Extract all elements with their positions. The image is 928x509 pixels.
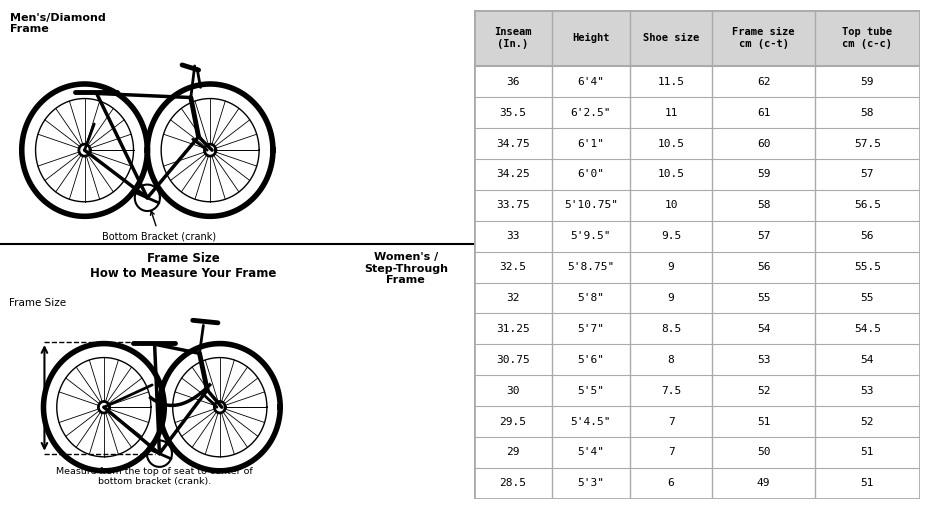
Text: 51: 51	[859, 478, 873, 488]
Text: 9: 9	[667, 262, 674, 272]
Text: 31.25: 31.25	[496, 324, 529, 334]
Text: Bottom Bracket (crank): Bottom Bracket (crank)	[102, 211, 216, 241]
Text: 59: 59	[756, 169, 769, 180]
Text: 5'9.5": 5'9.5"	[570, 231, 611, 241]
Text: 6'1": 6'1"	[576, 138, 604, 149]
Text: 6'2.5": 6'2.5"	[570, 108, 611, 118]
Text: 50: 50	[756, 447, 769, 458]
Text: 9.5: 9.5	[661, 231, 680, 241]
FancyBboxPatch shape	[473, 437, 919, 468]
FancyBboxPatch shape	[473, 345, 919, 375]
Text: 8.5: 8.5	[661, 324, 680, 334]
Text: 57: 57	[859, 169, 873, 180]
Text: 56.5: 56.5	[853, 201, 880, 210]
Text: 11.5: 11.5	[657, 77, 684, 87]
Text: Top tube
cm (c-c): Top tube cm (c-c)	[842, 27, 892, 49]
FancyBboxPatch shape	[473, 10, 919, 66]
Text: 5'10.75": 5'10.75"	[563, 201, 617, 210]
Text: 10.5: 10.5	[657, 169, 684, 180]
Text: 5'3": 5'3"	[576, 478, 604, 488]
Text: 33: 33	[506, 231, 519, 241]
FancyBboxPatch shape	[473, 190, 919, 221]
Text: 55: 55	[756, 293, 769, 303]
Text: 7: 7	[667, 447, 674, 458]
Text: 5'4": 5'4"	[576, 447, 604, 458]
Text: 49: 49	[756, 478, 769, 488]
Text: 34.75: 34.75	[496, 138, 529, 149]
Text: 53: 53	[756, 355, 769, 365]
Text: 28.5: 28.5	[498, 478, 526, 488]
Text: 9: 9	[667, 293, 674, 303]
Text: 6'4": 6'4"	[576, 77, 604, 87]
FancyBboxPatch shape	[473, 468, 919, 499]
Text: 55.5: 55.5	[853, 262, 880, 272]
Text: 51: 51	[859, 447, 873, 458]
Text: 34.25: 34.25	[496, 169, 529, 180]
Text: 5'7": 5'7"	[576, 324, 604, 334]
Text: 36: 36	[506, 77, 519, 87]
Text: 30: 30	[506, 386, 519, 395]
FancyBboxPatch shape	[473, 159, 919, 190]
FancyBboxPatch shape	[473, 314, 919, 345]
Text: 60: 60	[756, 138, 769, 149]
Text: 5'8.75": 5'8.75"	[567, 262, 613, 272]
Text: Women's /
Step-Through
Frame: Women's / Step-Through Frame	[364, 252, 447, 285]
FancyBboxPatch shape	[473, 375, 919, 406]
Text: 53: 53	[859, 386, 873, 395]
FancyBboxPatch shape	[473, 128, 919, 159]
Text: 8: 8	[667, 355, 674, 365]
Text: 52: 52	[756, 386, 769, 395]
Text: 54.5: 54.5	[853, 324, 880, 334]
Text: 5'5": 5'5"	[576, 386, 604, 395]
Text: 56: 56	[859, 231, 873, 241]
Text: 62: 62	[756, 77, 769, 87]
FancyBboxPatch shape	[473, 282, 919, 314]
Text: 11: 11	[664, 108, 677, 118]
Text: 56: 56	[756, 262, 769, 272]
Text: 61: 61	[756, 108, 769, 118]
Text: 5'4.5": 5'4.5"	[570, 416, 611, 427]
Text: 10: 10	[664, 201, 677, 210]
Text: 54: 54	[859, 355, 873, 365]
FancyBboxPatch shape	[473, 406, 919, 437]
Text: 5'8": 5'8"	[576, 293, 604, 303]
Text: 5'6": 5'6"	[576, 355, 604, 365]
FancyBboxPatch shape	[473, 97, 919, 128]
Text: 59: 59	[859, 77, 873, 87]
Text: 7.5: 7.5	[661, 386, 680, 395]
Text: Measure from the top of seat to center of
bottom bracket (crank).: Measure from the top of seat to center o…	[57, 467, 252, 486]
FancyBboxPatch shape	[473, 252, 919, 282]
Text: 58: 58	[859, 108, 873, 118]
Text: Men's/Diamond
Frame: Men's/Diamond Frame	[9, 13, 105, 34]
Text: 29.5: 29.5	[498, 416, 526, 427]
Text: 54: 54	[756, 324, 769, 334]
Text: 57: 57	[756, 231, 769, 241]
Text: 58: 58	[756, 201, 769, 210]
FancyBboxPatch shape	[473, 66, 919, 97]
Text: Inseam
(In.): Inseam (In.)	[494, 27, 531, 49]
Text: 35.5: 35.5	[498, 108, 526, 118]
Text: 10.5: 10.5	[657, 138, 684, 149]
Text: 32: 32	[506, 293, 519, 303]
Text: Height: Height	[572, 33, 609, 43]
Text: 30.75: 30.75	[496, 355, 529, 365]
Text: 6'0": 6'0"	[576, 169, 604, 180]
Text: 51: 51	[756, 416, 769, 427]
FancyBboxPatch shape	[473, 221, 919, 252]
Text: 32.5: 32.5	[498, 262, 526, 272]
Text: 29: 29	[506, 447, 519, 458]
Text: 6: 6	[667, 478, 674, 488]
Text: Frame Size: Frame Size	[8, 298, 66, 308]
Text: Frame size
cm (c-t): Frame size cm (c-t)	[731, 27, 794, 49]
Text: 52: 52	[859, 416, 873, 427]
Text: Frame Size
How to Measure Your Frame: Frame Size How to Measure Your Frame	[90, 252, 277, 280]
Text: 55: 55	[859, 293, 873, 303]
Text: Shoe size: Shoe size	[642, 33, 699, 43]
Text: 57.5: 57.5	[853, 138, 880, 149]
Text: 33.75: 33.75	[496, 201, 529, 210]
FancyBboxPatch shape	[473, 10, 919, 499]
Text: 7: 7	[667, 416, 674, 427]
